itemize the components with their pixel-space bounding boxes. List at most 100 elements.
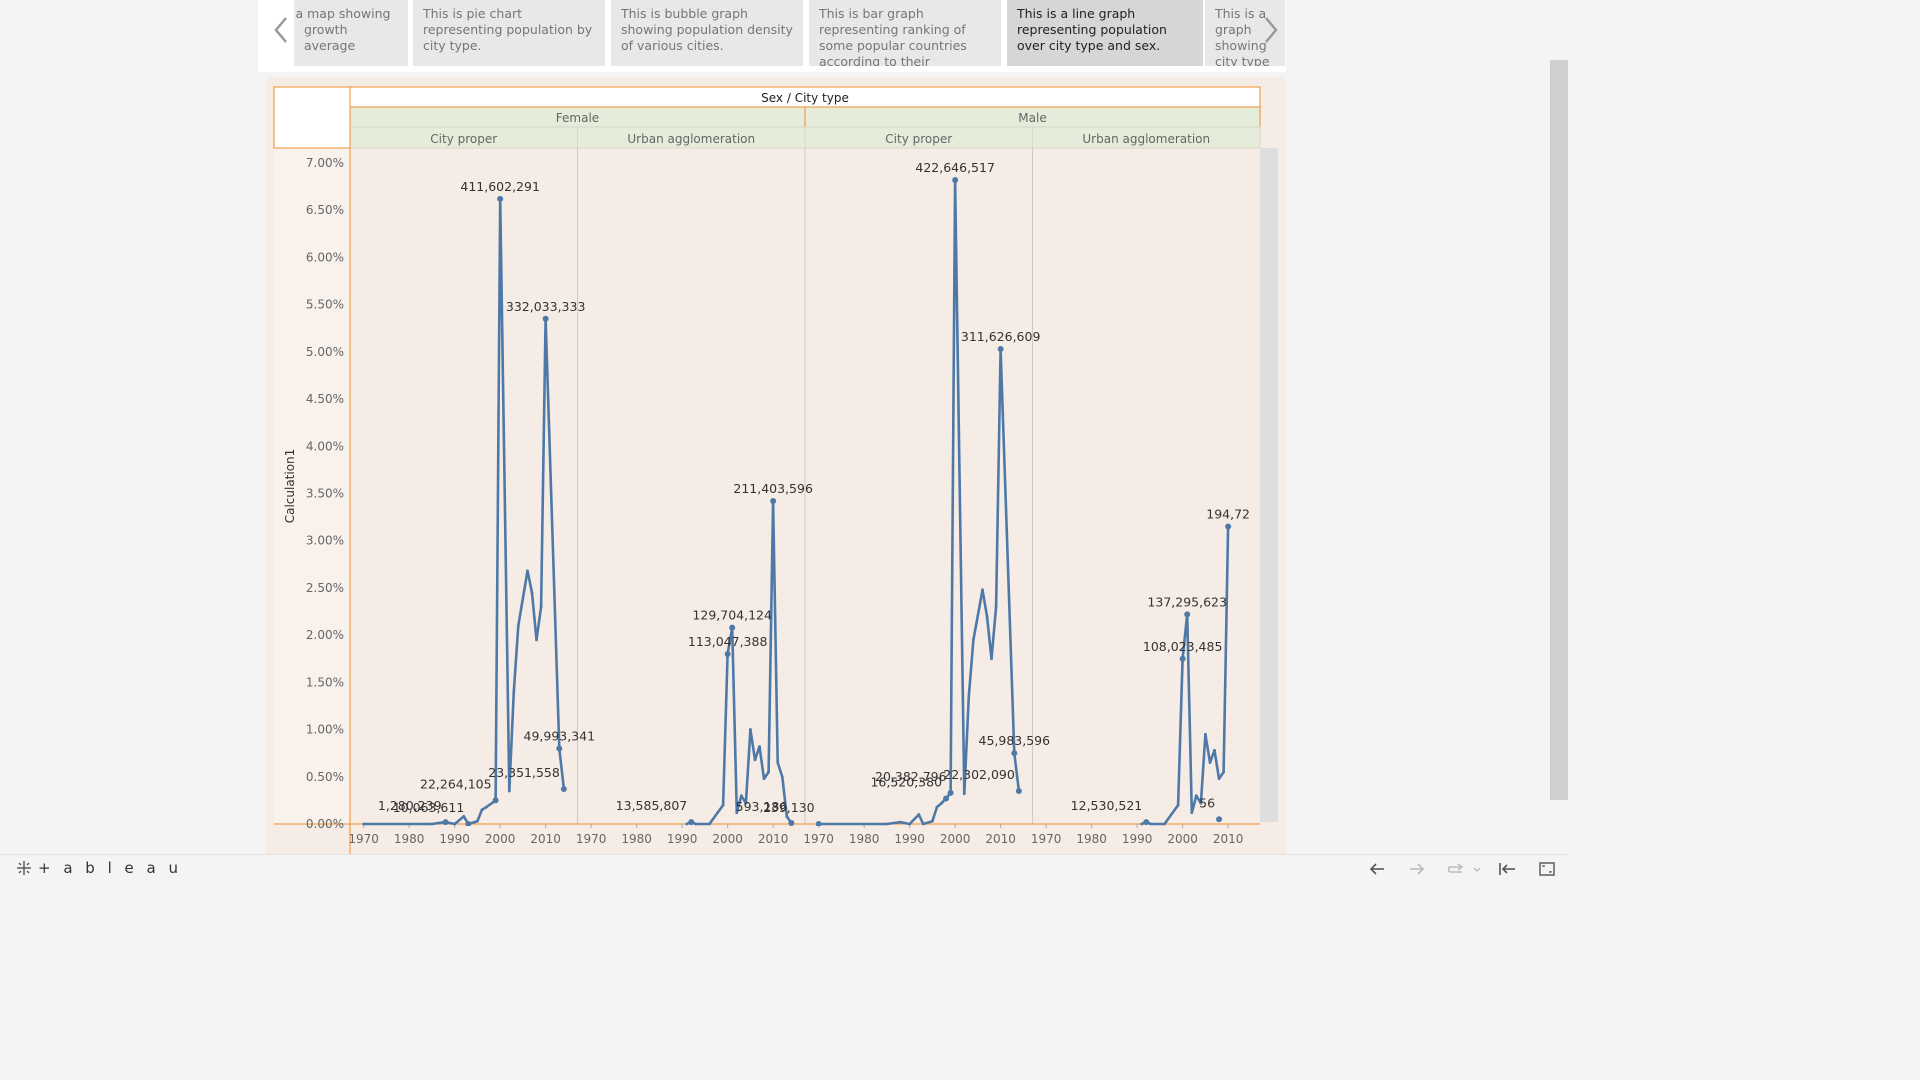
line-chart: Sex / City type Female Male City proper Urba… — [266, 77, 1286, 855]
dashboard-area: Sex / City type Female Male City proper Urba… — [266, 77, 1286, 855]
data-point — [785, 815, 789, 818]
data-label: 20,382,796 — [875, 769, 947, 784]
tableau-cross-icon — [17, 861, 31, 875]
labeled-point — [492, 797, 499, 804]
redo-icon[interactable] — [1406, 859, 1428, 879]
x-tick-label: 1970 — [576, 832, 607, 846]
data-point — [539, 605, 543, 609]
data-point — [708, 822, 711, 826]
x-tick-label: 1990 — [1122, 832, 1153, 846]
data-point — [744, 801, 748, 805]
x-tick-label: 1980 — [394, 832, 425, 846]
labeled-point — [497, 195, 504, 202]
x-tick-label: 1990 — [894, 832, 925, 846]
data-point — [1176, 803, 1180, 807]
data-label: 16,520,380 — [870, 775, 942, 790]
data-point — [885, 822, 889, 826]
data-point — [535, 638, 538, 642]
x-tick-label: 1980 — [1076, 832, 1107, 846]
data-point — [908, 822, 912, 826]
y-tick-label: 6.00% — [306, 250, 344, 264]
header-title: Sex / City type — [761, 91, 849, 105]
sex-header-female: Female — [556, 111, 599, 125]
fullscreen-icon[interactable] — [1536, 859, 1558, 879]
story-next-arrow-icon[interactable] — [1256, 10, 1286, 50]
data-point — [476, 819, 479, 823]
labeled-point — [788, 820, 795, 826]
labeled-point — [542, 315, 549, 322]
y-tick-label: 5.50% — [306, 298, 344, 312]
labeled-point — [1225, 523, 1232, 530]
labeled-point — [1011, 750, 1018, 757]
city-type-header-cell — [1032, 126, 1261, 149]
story-point-2[interactable]: This is pie chart representing populatio… — [413, 0, 605, 66]
x-tick-label: 2010 — [530, 832, 561, 846]
story-prev-arrow-icon[interactable] — [266, 10, 296, 50]
story-point-3[interactable]: This is bubble graph showing population … — [611, 0, 803, 66]
data-label: 194,72 — [1206, 507, 1250, 522]
data-point — [1217, 777, 1221, 781]
data-label: 137,295,623 — [1147, 594, 1227, 609]
chart-vertical-scrollbar[interactable] — [1260, 148, 1278, 822]
page-scrollbar[interactable] — [1550, 60, 1568, 800]
story-point-5[interactable]: This is a line graph representing popula… — [1007, 0, 1203, 66]
data-point — [1208, 761, 1212, 765]
data-point — [749, 728, 752, 731]
data-point — [480, 808, 484, 812]
labeled-point — [1184, 611, 1191, 618]
data-point — [990, 657, 993, 661]
data-label: 332,033,333 — [506, 299, 586, 314]
data-point — [762, 777, 766, 781]
data-point — [507, 789, 511, 793]
data-label: 56 — [1199, 795, 1215, 810]
y-tick-label: 2.50% — [306, 581, 344, 595]
data-point — [516, 624, 520, 628]
labeled-point — [465, 821, 472, 826]
data-point — [753, 758, 757, 762]
story-point-6[interactable]: This is a graph showing city type and — [1205, 0, 1285, 66]
data-point — [935, 805, 939, 809]
x-tick-label: 2010 — [1213, 832, 1244, 846]
y-tick-label: 1.50% — [306, 675, 344, 689]
data-point — [971, 638, 975, 642]
data-point — [453, 822, 457, 826]
data-label: 13,585,807 — [616, 798, 688, 813]
story-point-1[interactable]: This is a map showing growth average — [294, 0, 408, 66]
data-point — [512, 690, 516, 694]
tableau-logo[interactable]: + a b l e a u — [16, 859, 182, 877]
data-label: 45,983,596 — [979, 733, 1051, 748]
city-type-header: City proper — [430, 132, 497, 146]
data-point — [530, 591, 534, 595]
data-point — [485, 805, 488, 809]
city-type-header: Urban agglomeration — [1082, 132, 1210, 146]
labeled-point — [815, 821, 822, 826]
data-point — [967, 695, 971, 698]
x-tick-label: 1990 — [439, 832, 470, 846]
data-point — [735, 811, 739, 815]
data-point — [362, 822, 366, 826]
data-point — [1222, 770, 1225, 774]
footer-toolbar: + a b l e a u — [0, 854, 1568, 882]
data-point — [758, 745, 761, 748]
x-tick-label: 2000 — [940, 832, 971, 846]
undo-icon[interactable] — [1366, 859, 1388, 879]
data-point — [430, 822, 434, 826]
y-tick-label: 5.00% — [306, 345, 344, 359]
first-page-icon[interactable] — [1496, 859, 1518, 879]
y-tick-label: 7.00% — [306, 156, 344, 170]
y-tick-label: 3.50% — [306, 487, 344, 501]
data-label: 12,530,521 — [1071, 798, 1143, 813]
data-label: 22,302,090 — [943, 767, 1015, 782]
x-tick-label: 2000 — [1167, 832, 1198, 846]
data-label: 311,626,609 — [961, 329, 1041, 344]
labeled-point — [1179, 655, 1186, 662]
x-tick-label: 1980 — [621, 832, 652, 846]
data-point — [767, 770, 770, 774]
series-line-1 — [686, 499, 793, 826]
revert-icon[interactable] — [1444, 859, 1484, 879]
x-tick-label: 2010 — [758, 832, 789, 846]
story-point-4[interactable]: This is bar graph representing ranking o… — [809, 0, 1001, 66]
data-point — [694, 822, 698, 826]
y-tick-label: 4.50% — [306, 392, 344, 406]
data-label: 1,280,239 — [378, 798, 442, 813]
